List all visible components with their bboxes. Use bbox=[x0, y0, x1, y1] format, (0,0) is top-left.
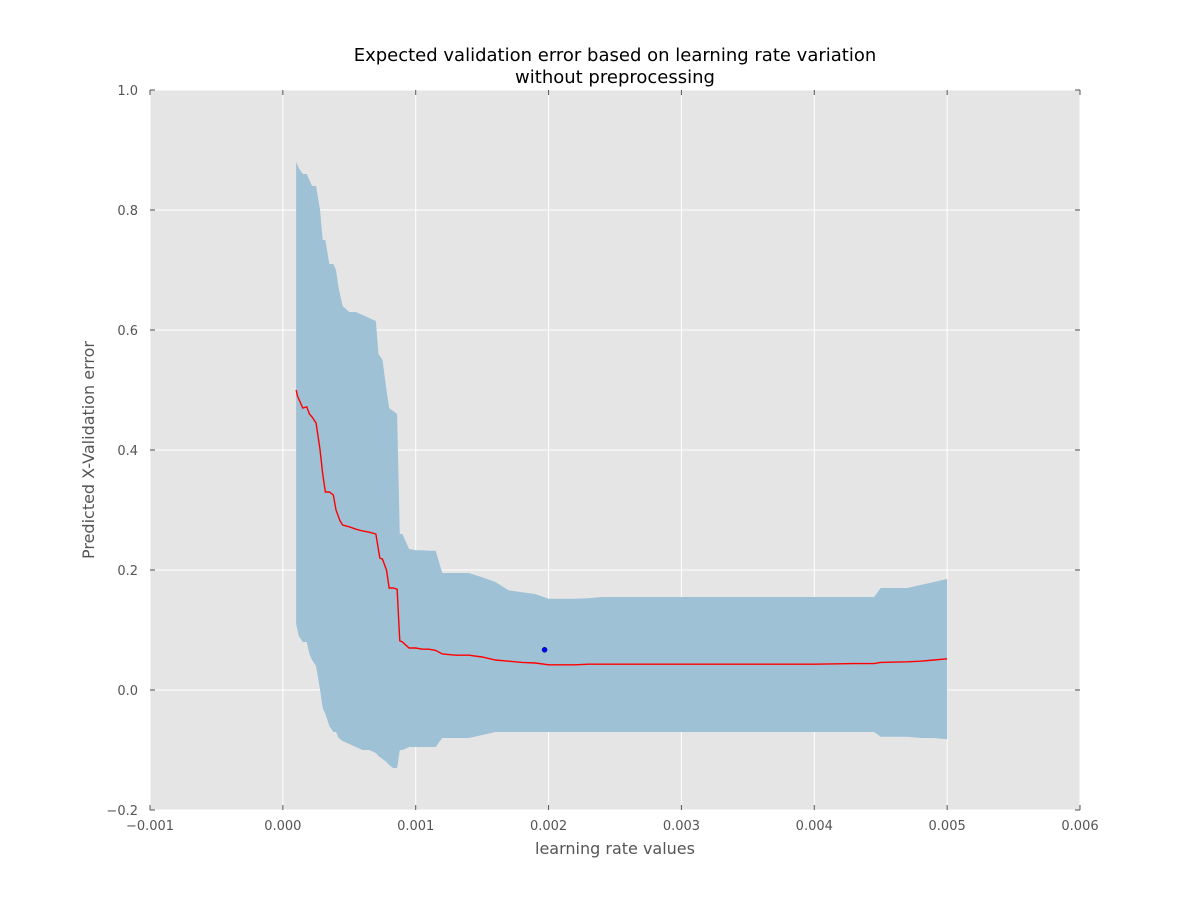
y-tick-label: 0.0 bbox=[117, 684, 138, 699]
y-tick-label: 0.2 bbox=[117, 564, 138, 579]
y-tick-label: 0.8 bbox=[117, 204, 138, 219]
observation-point bbox=[541, 647, 548, 653]
x-tick-label: 0.005 bbox=[929, 819, 966, 834]
x-tick-label: 0.001 bbox=[397, 819, 434, 834]
y-tick-label: 1.0 bbox=[117, 84, 138, 99]
x-tick-label: 0.000 bbox=[264, 819, 301, 834]
x-tick-label: 0.004 bbox=[796, 819, 833, 834]
x-tick-label: 0.002 bbox=[530, 819, 567, 834]
chart-subtitle: without preprocessing bbox=[515, 67, 715, 88]
mean-line bbox=[295, 389, 948, 666]
x-tick-label: 0.003 bbox=[663, 819, 700, 834]
y-tick-label: 0.4 bbox=[117, 444, 138, 459]
x-tick-label: 0.006 bbox=[1061, 819, 1098, 834]
series-layer bbox=[295, 162, 948, 768]
x-tick-label: −0.001 bbox=[126, 819, 174, 834]
confidence-band bbox=[296, 162, 948, 768]
y-axis-label: Predicted X-Validation error bbox=[79, 341, 98, 559]
chart-title: Expected validation error based on learn… bbox=[354, 45, 877, 66]
y-tick-label: 0.6 bbox=[117, 324, 138, 339]
x-axis-label: learning rate values bbox=[535, 839, 695, 858]
axis-ticks: −0.001 0.000 0.001 0.002 0.003 0.004 0.005 0.00… bbox=[106, 84, 1098, 834]
y-tick-label: −0.2 bbox=[106, 804, 138, 819]
